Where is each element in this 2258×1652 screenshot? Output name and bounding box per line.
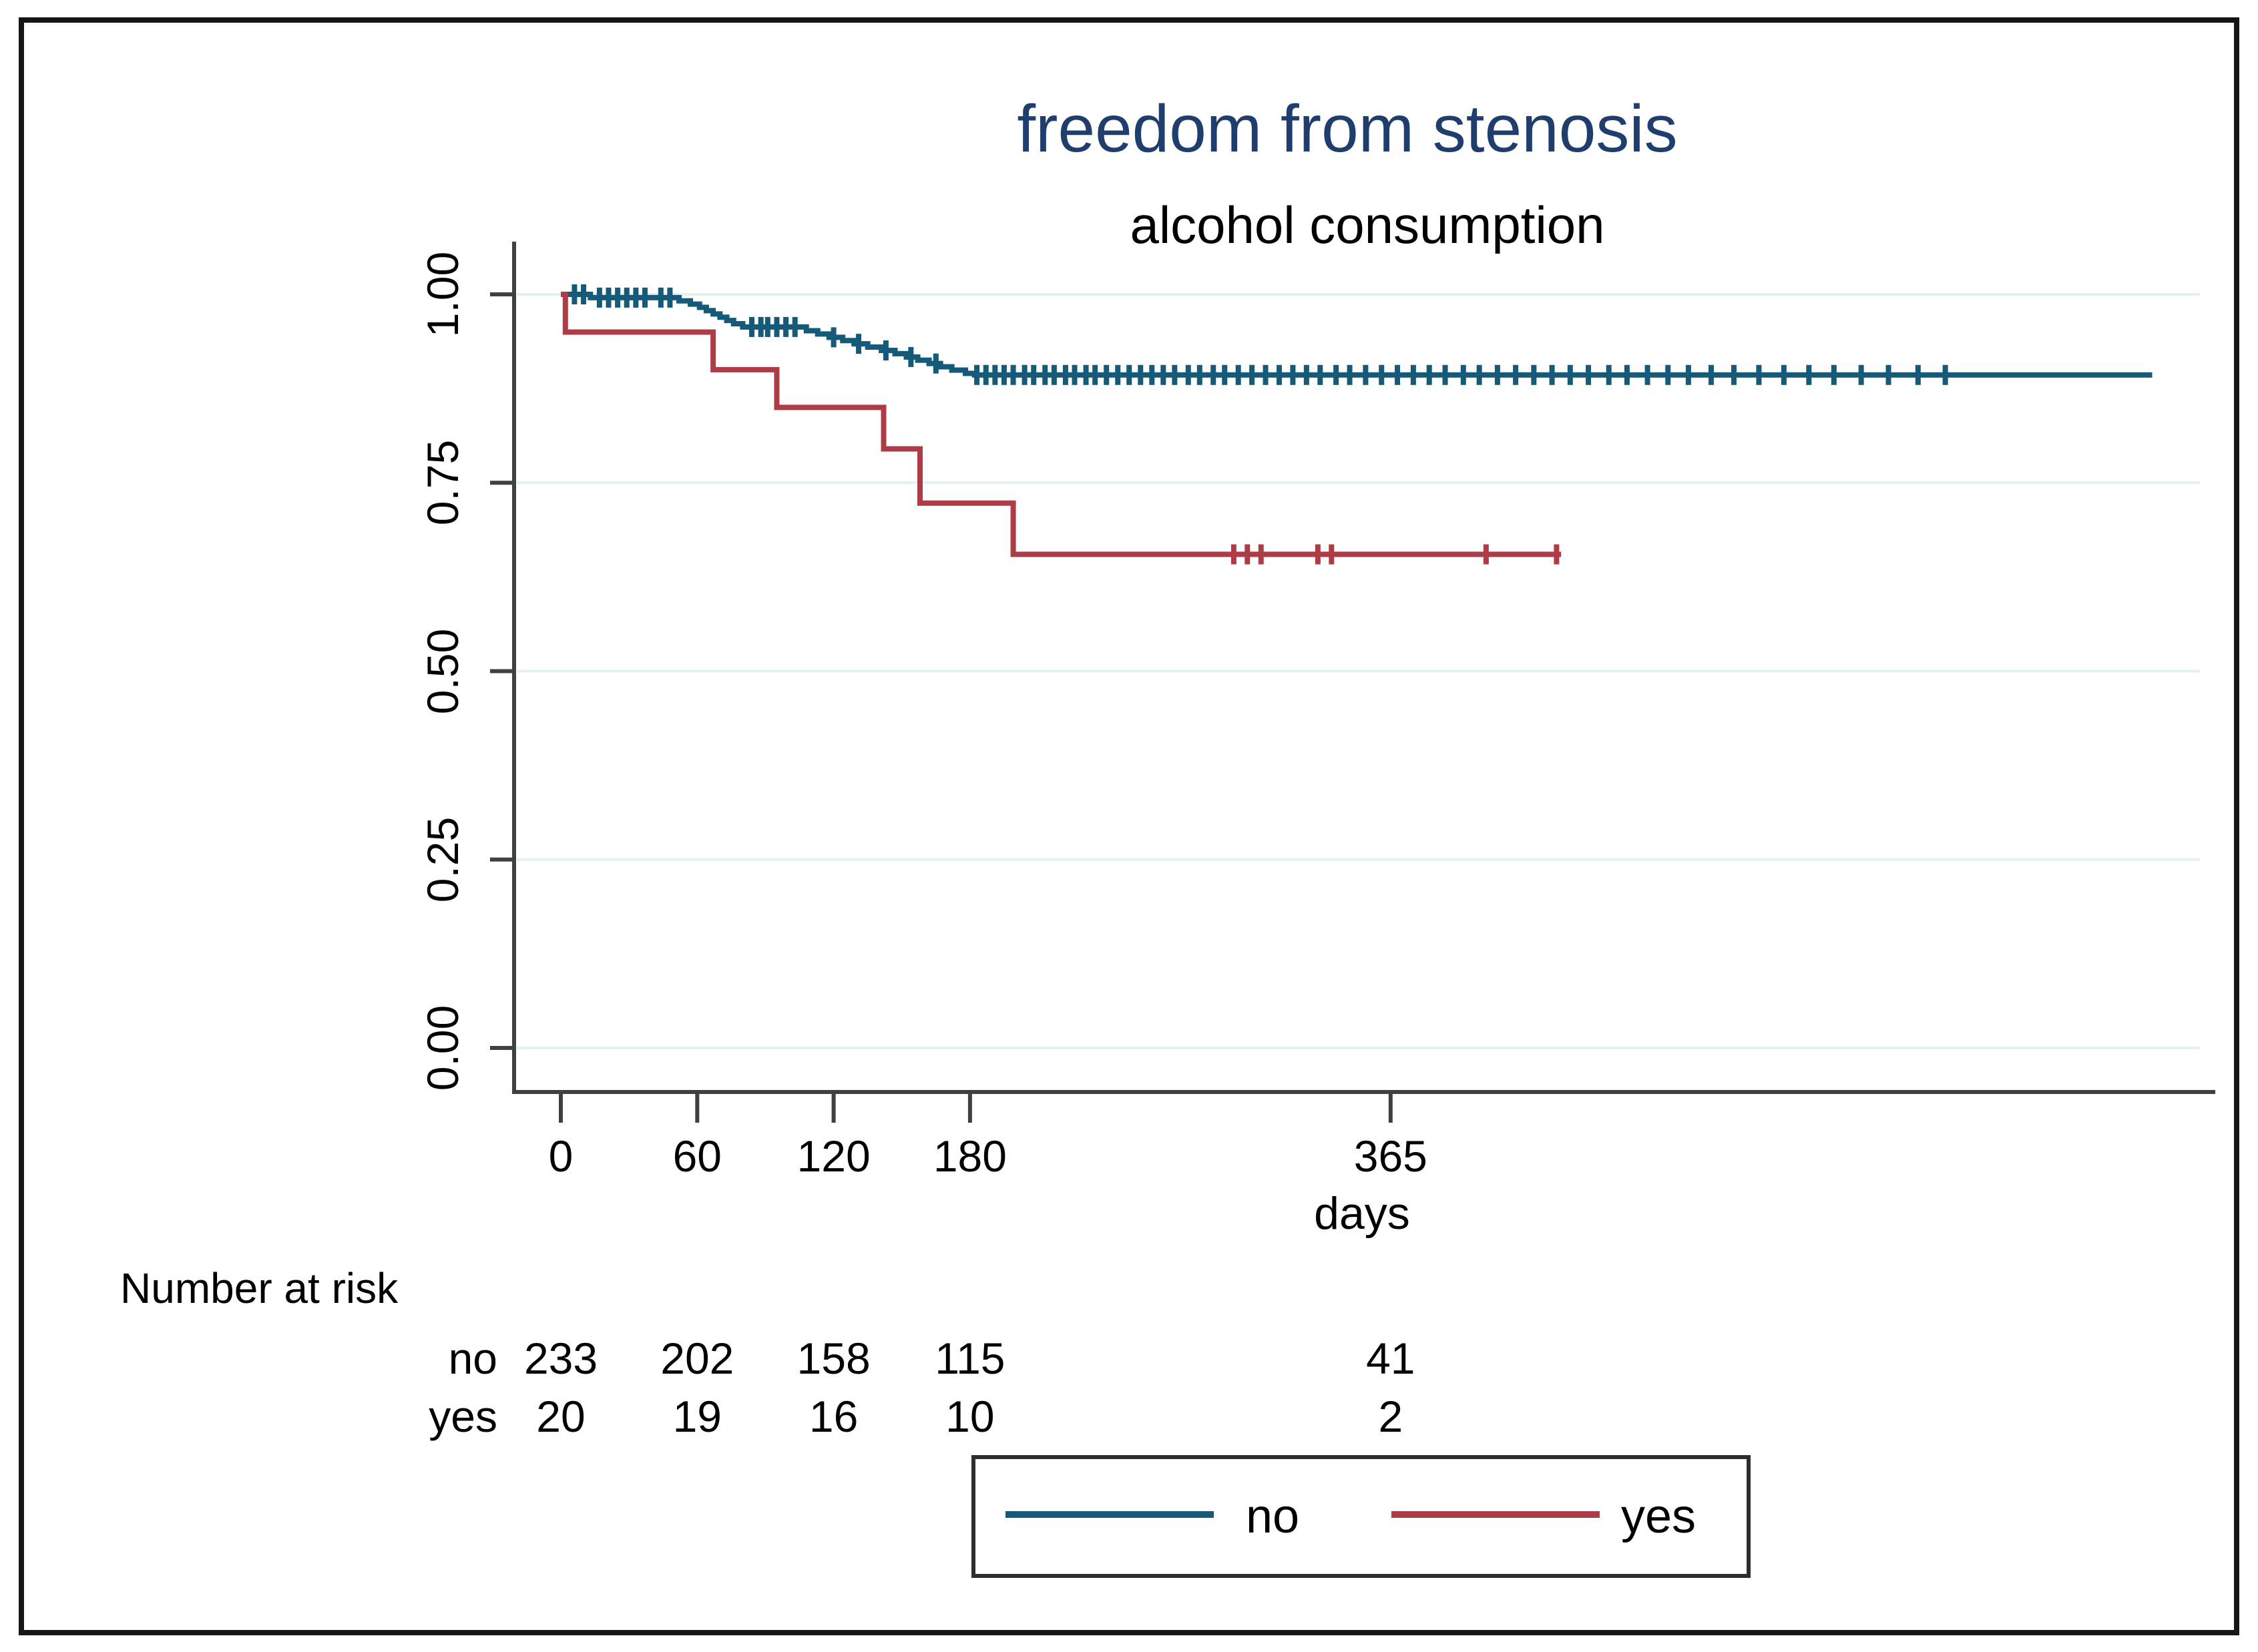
- risk-count: 16: [809, 1392, 859, 1441]
- legend-line-no: [1005, 1511, 1214, 1518]
- x-tick-label: 180: [933, 1131, 1007, 1181]
- risk-count: 115: [935, 1334, 1005, 1383]
- legend-line-yes: [1391, 1511, 1600, 1518]
- y-tick-label: 0.50: [418, 628, 467, 714]
- figure-border: [19, 17, 2239, 1635]
- legend-label-yes: yes: [1620, 1490, 1697, 1543]
- risk-row-label: no: [448, 1334, 497, 1383]
- risk-count: 20: [536, 1392, 586, 1441]
- y-tick-label: 0.00: [418, 1005, 467, 1091]
- y-tick-label: 0.75: [418, 440, 467, 526]
- y-tick-label: 1.00: [418, 251, 467, 338]
- risk-count: 2: [1378, 1392, 1403, 1441]
- chart-subtitle: alcohol consumption: [1130, 196, 1605, 254]
- risk-count: 19: [672, 1392, 722, 1441]
- risk-row-label: yes: [429, 1392, 497, 1441]
- legend: no yes: [971, 1455, 1751, 1578]
- risk-table-title: Number at risk: [120, 1264, 399, 1312]
- x-tick-label: 60: [672, 1131, 722, 1181]
- x-tick-label: 365: [1353, 1131, 1427, 1181]
- risk-count: 10: [945, 1392, 995, 1441]
- x-tick-label: 120: [797, 1131, 871, 1181]
- risk-count: 41: [1366, 1334, 1415, 1383]
- chart-title: freedom from stenosis: [1017, 91, 1678, 166]
- legend-label-no: no: [1245, 1490, 1300, 1543]
- risk-count: 233: [523, 1334, 598, 1383]
- curve-yes: [561, 292, 1562, 557]
- risk-count: 202: [660, 1334, 734, 1383]
- risk-count: 158: [797, 1334, 871, 1383]
- curve-no: [561, 292, 2153, 378]
- y-tick-label: 0.25: [418, 816, 467, 902]
- x-tick-label: 0: [548, 1131, 574, 1181]
- x-axis-title: days: [1314, 1188, 1410, 1239]
